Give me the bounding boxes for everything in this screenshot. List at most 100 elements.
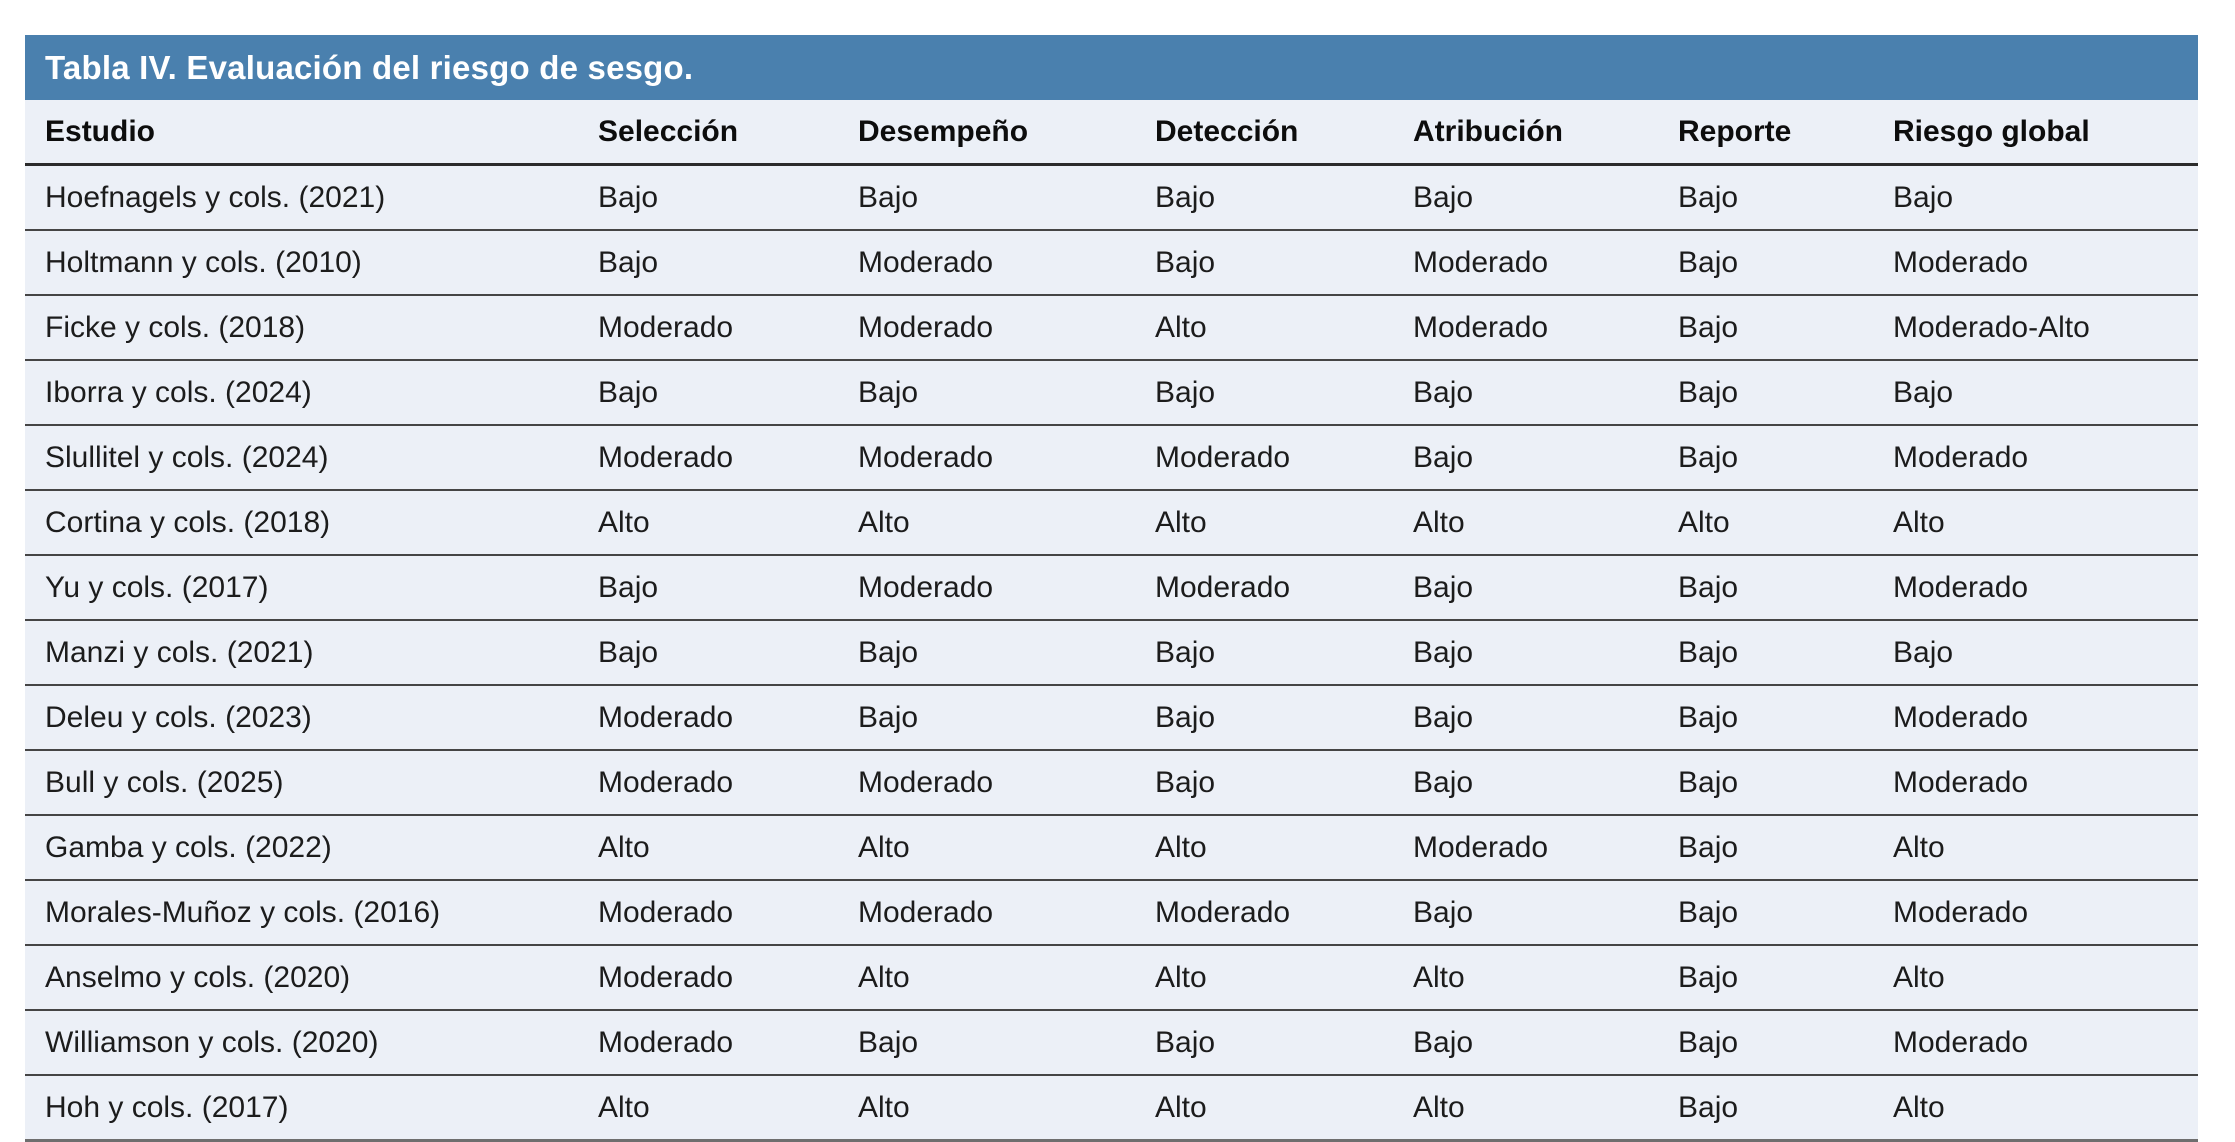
table-title-bar: Tabla IV. Evaluación del riesgo de sesgo… [25,35,2198,100]
cell-deteccion: Bajo [1155,620,1413,686]
cell-desempeno: Bajo [858,685,1155,751]
cell-riesgo-global: Alto [1893,1090,1945,1124]
column-header-estudio: Estudio [25,100,598,166]
cell-seleccion: Moderado [598,1010,858,1076]
risk-of-bias-table-container: Tabla IV. Evaluación del riesgo de sesgo… [25,35,2198,1142]
header-row: Estudio Selección Desempeño Detección At… [25,100,2198,166]
column-header-atribucion: Atribución [1413,100,1678,166]
cell-riesgo-global: Moderado [1893,685,2198,751]
cell-riesgo-global: Alto [1893,490,2198,556]
cell-desempeno: Bajo [858,620,1155,686]
cell-riesgo-global: Bajo [1893,360,2198,426]
cell-estudio: Ficke y cols. (2018) [25,295,598,361]
cell-estudio: Gamba y cols. (2022) [25,815,598,881]
cell-riesgo-global: Moderado [1893,555,2198,621]
table-row: Morales-Muñoz y cols. (2016) Moderado Mode… [25,880,2198,946]
cell-estudio: Holtmann y cols. (2010) [25,230,598,296]
table-row: Cortina y cols. (2018) Alto Alto Alto Alto Al… [25,490,2198,556]
cell-reporte: Bajo [1678,1010,1893,1076]
cell-atribucion: Bajo [1413,880,1678,946]
cell-reporte: Bajo [1678,164,1893,231]
cell-deteccion: Bajo [1155,750,1413,816]
cell-desempeno: Moderado [858,230,1155,296]
cell-reporte: Bajo [1678,360,1893,426]
cell-estudio: Anselmo y cols. (2020) [25,945,598,1011]
cell-deteccion: Alto [1155,1090,1207,1124]
cell-deteccion: Bajo [1155,1010,1413,1076]
cell-desempeno: Bajo [858,164,1155,231]
cell-seleccion: Alto [598,1090,650,1124]
table-row: Williamson y cols. (2020) Moderado Bajo Baj… [25,1010,2198,1076]
cell-deteccion: Moderado [1155,880,1413,946]
cell-estudio: Iborra y cols. (2024) [25,360,598,426]
cell-atribucion: Bajo [1413,620,1678,686]
cell-reporte: Bajo [1678,1090,1739,1124]
cell-deteccion: Moderado [1155,555,1413,621]
cell-reporte: Bajo [1678,945,1893,1011]
cell-deteccion: Bajo [1155,164,1413,231]
cell-atribucion: Bajo [1413,425,1678,491]
column-header-desempeno: Desempeño [858,100,1155,166]
risk-of-bias-table: Estudio Selección Desempeño Detección At… [25,100,2198,1142]
cell-estudio: Cortina y cols. (2018) [25,490,598,556]
cell-riesgo-global: Moderado [1893,230,2198,296]
table-row: Iborra y cols. (2024) Bajo Bajo Bajo Bajo Baj… [25,360,2198,426]
cell-seleccion: Moderado [598,425,858,491]
cell-seleccion: Moderado [598,880,858,946]
table-title: Tabla IV. Evaluación del riesgo de sesgo… [45,48,694,86]
cell-reporte: Bajo [1678,750,1893,816]
table-row: Bull y cols. (2025) Moderado Moderado Bajo B… [25,750,2198,816]
cell-atribucion: Alto [1413,945,1678,1011]
cell-desempeno: Moderado [858,555,1155,621]
table-row: Manzi y cols. (2021) Bajo Bajo Bajo Bajo Bajo… [25,620,2198,686]
cell-estudio: Deleu y cols. (2023) [25,685,598,751]
table-row: Holtmann y cols. (2010) Bajo Moderado Bajo M… [25,230,2198,296]
column-header-reporte: Reporte [1678,100,1893,166]
column-header-riesgo-global: Riesgo global [1893,100,2198,166]
cell-seleccion: Alto [598,490,858,556]
cell-deteccion: Moderado [1155,425,1413,491]
cell-estudio: Slullitel y cols. (2024) [25,425,598,491]
cell-atribucion: Bajo [1413,360,1678,426]
cell-deteccion: Alto [1155,490,1413,556]
cell-deteccion: Alto [1155,815,1413,881]
cell-estudio: Bull y cols. (2025) [25,750,598,816]
cell-deteccion: Alto [1155,295,1413,361]
cell-atribucion: Bajo [1413,750,1678,816]
cell-desempeno: Alto [858,490,1155,556]
cell-reporte: Bajo [1678,685,1893,751]
cell-seleccion: Moderado [598,685,858,751]
cell-deteccion: Alto [1155,945,1413,1011]
cell-riesgo-global: Moderado-Alto [1893,295,2198,361]
table-row: Deleu y cols. (2023) Moderado Bajo Bajo Bajo… [25,685,2198,751]
cell-atribucion: Bajo [1413,1010,1678,1076]
cell-estudio: Hoefnagels y cols. (2021) [25,164,598,231]
cell-atribucion: Bajo [1413,164,1678,231]
cell-reporte: Bajo [1678,230,1893,296]
cell-riesgo-global: Moderado [1893,880,2198,946]
table-row: Yu y cols. (2017) Bajo Moderado Moderado Baj… [25,555,2198,621]
cell-seleccion: Bajo [598,555,858,621]
cell-atribucion: Bajo [1413,555,1678,621]
cell-desempeno: Bajo [858,360,1155,426]
column-header-seleccion: Selección [598,100,858,166]
cell-seleccion: Bajo [598,230,858,296]
cell-desempeno: Moderado [858,750,1155,816]
cell-riesgo-global: Moderado [1893,425,2198,491]
table-row: Slullitel y cols. (2024) Moderado Moderado… [25,425,2198,491]
cell-desempeno: Bajo [858,1010,1155,1076]
cell-estudio: Morales-Muñoz y cols. (2016) [25,880,598,946]
column-header-deteccion: Detección [1155,100,1413,166]
cell-riesgo-global: Bajo [1893,620,2198,686]
cell-riesgo-global: Alto [1893,945,2198,1011]
cell-seleccion: Moderado [598,945,858,1011]
cell-deteccion: Bajo [1155,360,1413,426]
cell-desempeno: Alto [858,945,1155,1011]
cell-desempeno: Moderado [858,295,1155,361]
table-row: Hoh y cols. (2017) Alto Alto Alto Alto Bajo Al… [25,1075,2198,1141]
cell-deteccion: Bajo [1155,230,1413,296]
table-row: Gamba y cols. (2022) Alto Alto Alto Moderado… [25,815,2198,881]
cell-seleccion: Bajo [598,164,858,231]
cell-seleccion: Moderado [598,750,858,816]
cell-desempeno: Moderado [858,880,1155,946]
